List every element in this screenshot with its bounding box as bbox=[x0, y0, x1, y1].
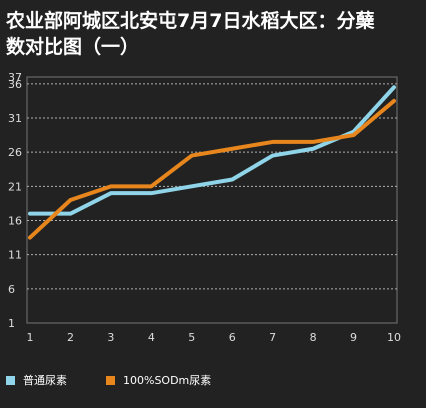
plot-frame bbox=[26, 76, 398, 324]
x-tick-label: 10 bbox=[387, 331, 401, 344]
y-tick-label: 21 bbox=[8, 180, 22, 193]
legend-swatch-series-1 bbox=[6, 375, 15, 385]
x-tick-label: 8 bbox=[310, 331, 317, 344]
chart-title: 农业部阿城区北安屯7月7日水稻大区：分蘖 数对比图（一） bbox=[6, 8, 426, 60]
x-tick-label: 4 bbox=[148, 331, 155, 344]
legend-label-series-1: 普通尿素 bbox=[23, 374, 67, 387]
x-tick-label: 7 bbox=[269, 331, 276, 344]
x-tick-label: 9 bbox=[350, 331, 357, 344]
y-tick-label: 37 bbox=[8, 71, 22, 84]
y-tick-label: 11 bbox=[8, 249, 22, 262]
y-tick-label: 26 bbox=[8, 146, 22, 159]
legend-swatch-series-2 bbox=[106, 375, 115, 385]
x-tick-label: 1 bbox=[27, 331, 34, 344]
series-line-2 bbox=[28, 98, 396, 240]
legend-label-series-2: 100%SODm尿素 bbox=[123, 374, 212, 387]
x-tick-label: 2 bbox=[67, 331, 74, 344]
chart-title-line-1: 农业部阿城区北安屯7月7日水稻大区：分蘖 bbox=[6, 10, 375, 32]
chart-title-line-2: 数对比图（一） bbox=[6, 36, 140, 58]
legend-item-series-1: 普通尿素 bbox=[6, 372, 67, 388]
x-tick-label: 3 bbox=[107, 331, 114, 344]
x-tick-label: 6 bbox=[229, 331, 236, 344]
y-tick-label: 16 bbox=[8, 215, 22, 228]
y-tick-label: 31 bbox=[8, 112, 22, 125]
legend-item-series-2: 100%SODm尿素 bbox=[106, 372, 211, 388]
y-tick-label: 6 bbox=[8, 283, 15, 296]
y-tick-label: 36 bbox=[8, 78, 22, 91]
y-tick-label: 1 bbox=[8, 317, 15, 330]
x-tick-label: 5 bbox=[188, 331, 195, 344]
